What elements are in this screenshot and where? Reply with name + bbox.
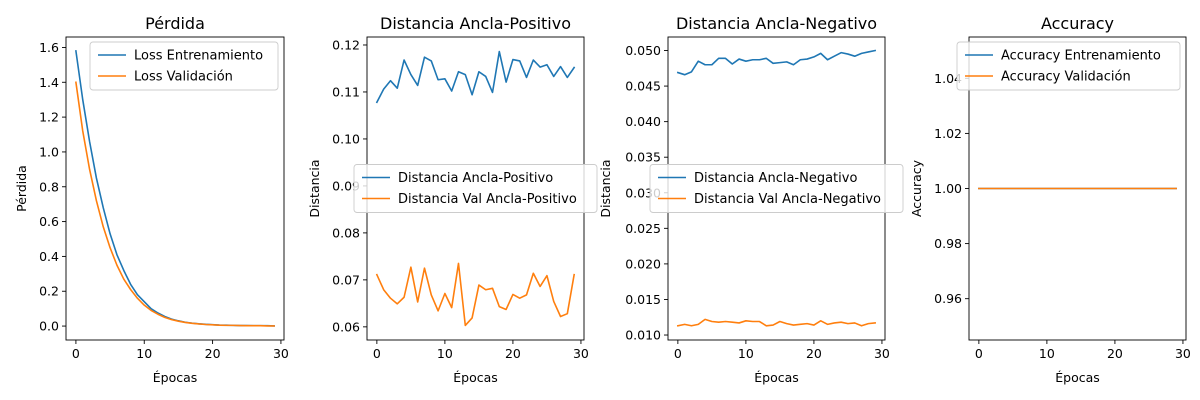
y-tick-label: 0.020 [625, 256, 661, 271]
y-tick-label: 0.035 [625, 150, 661, 165]
chart-title: Distancia Ancla-Negativo [676, 14, 877, 33]
legend-entry: Loss Entrenamiento [134, 49, 263, 64]
x-tick-label: 30 [573, 346, 589, 361]
y-tick-label: 0.050 [625, 43, 661, 58]
y-tick-label: 0.4 [39, 249, 59, 264]
series-line-1 [75, 50, 275, 327]
series-line-2 [75, 81, 275, 327]
series-line-2 [676, 318, 877, 327]
y-tick-label: 0.025 [625, 221, 661, 236]
chart-panel-1: 0 10 20 30 0.0 0.2 0.4 0.6 0.8 1.0 1.2 1.4 1.6 Pérdid… [14, 14, 289, 385]
chart-title: Distancia Ancla-Positivo [380, 14, 571, 33]
legend-box [353, 164, 598, 213]
y-tick-label: 1.6 [39, 40, 59, 55]
legend-entry: Accuracy Validación [1001, 70, 1131, 85]
legend-box [956, 41, 1181, 91]
x-tick-label: 30 [874, 346, 890, 361]
series-line-1 [676, 49, 877, 76]
legend-box [89, 41, 279, 91]
chart-panel-3: 0 10 20 300.0100.0150.0200.0250.0300.0350.0… [598, 14, 904, 385]
x-axis-label: Épocas [754, 370, 799, 385]
legend: Loss Entrenamiento Loss Validación [89, 41, 279, 91]
series-line-2 [375, 262, 576, 327]
x-tick-label: 10 [136, 346, 152, 361]
legend-entry: Loss Validación [134, 70, 233, 85]
legend-box [649, 164, 904, 213]
y-tick-label: 0.010 [625, 328, 661, 343]
y-tick-label: 0.10 [332, 131, 360, 146]
y-tick-label: 0.040 [625, 114, 661, 129]
series-line-1 [375, 50, 576, 104]
legend-entry: Distancia Ancla-Positivo [398, 171, 553, 186]
legend: Accuracy Entrenamiento Accuracy Validació… [956, 41, 1181, 91]
y-tick-label: 0.015 [625, 292, 661, 307]
y-tick-label: 1.2 [39, 110, 59, 125]
x-tick-label: 20 [1107, 346, 1123, 361]
y-tick-label: 0.0 [39, 319, 59, 334]
x-tick-label: 30 [273, 346, 289, 361]
x-tick-label: 20 [505, 346, 521, 361]
x-axis-label: Épocas [153, 370, 198, 385]
x-tick-label: 30 [1175, 346, 1191, 361]
x-tick-label: 20 [806, 346, 822, 361]
y-tick-label: 0.06 [332, 319, 360, 334]
x-axis-label: Épocas [1055, 370, 1100, 385]
y-tick-label: 0.11 [332, 84, 360, 99]
y-tick-label: 1.02 [934, 126, 962, 141]
y-tick-label: 0.08 [332, 225, 360, 240]
y-tick-label: 0.045 [625, 79, 661, 94]
chart-panel-4: 0 10 20 30 0.96 0.98 1.00 1.02 1.04 Accuracy Época… [909, 14, 1191, 385]
y-tick-label: 0.2 [39, 284, 59, 299]
x-tick-label: 0 [373, 346, 381, 361]
y-axis-label: Pérdida [14, 165, 29, 212]
chart-title: Accuracy [1041, 14, 1114, 33]
x-tick-label: 10 [738, 346, 754, 361]
y-tick-label: 1.00 [934, 181, 962, 196]
y-tick-label: 0.6 [39, 214, 59, 229]
legend-entry: Distancia Val Ancla-Negativo [694, 192, 881, 207]
x-tick-label: 0 [975, 346, 983, 361]
x-axis-label: Épocas [453, 370, 498, 385]
y-tick-label: 0.98 [934, 236, 962, 251]
legend-entry: Distancia Val Ancla-Positivo [398, 192, 577, 207]
y-axis-label: Accuracy [909, 159, 924, 217]
y-tick-label: 0.96 [934, 291, 962, 306]
chart-title: Pérdida [145, 14, 205, 33]
y-tick-label: 1.04 [934, 71, 962, 86]
legend-entry: Accuracy Entrenamiento [1001, 49, 1161, 64]
x-tick-label: 0 [674, 346, 682, 361]
x-tick-label: 10 [1039, 346, 1055, 361]
y-tick-label: 0.12 [332, 37, 360, 52]
y-tick-label: 0.8 [39, 179, 59, 194]
chart-panel-2: 0 10 20 30 0.06 0.07 0.08 0.09 0.10 0.11 0.12 Dista… [307, 14, 598, 385]
y-tick-label: 1.4 [39, 75, 59, 90]
y-tick-label: 0.09 [332, 178, 360, 193]
legend: Distancia Ancla-Positivo Distancia Val An… [353, 164, 598, 213]
x-tick-label: 0 [72, 346, 80, 361]
x-tick-label: 20 [205, 346, 221, 361]
legend-entry: Distancia Ancla-Negativo [694, 171, 857, 186]
y-tick-label: 0.07 [332, 272, 360, 287]
x-tick-label: 10 [437, 346, 453, 361]
legend: Distancia Ancla-Negativo Distancia Val An… [649, 164, 904, 213]
y-tick-label: 1.0 [39, 144, 59, 159]
y-axis-label: Distancia [307, 159, 322, 217]
axes-frame [65, 36, 285, 341]
y-axis-label: Distancia [598, 159, 613, 217]
